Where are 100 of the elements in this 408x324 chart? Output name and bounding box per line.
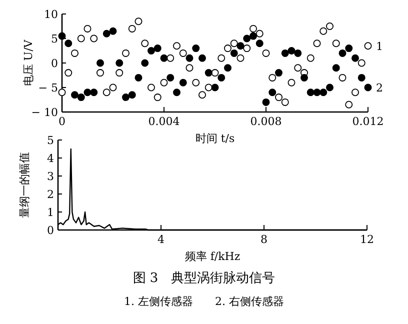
point: [204, 84, 212, 92]
point: [116, 59, 124, 67]
y-tick-label: 5: [51, 32, 58, 46]
x-tick-label: 12: [360, 233, 374, 246]
point: [281, 49, 289, 57]
point: [166, 54, 174, 62]
point: [332, 40, 340, 48]
point: [173, 88, 180, 96]
point: [288, 47, 296, 54]
point: [345, 44, 353, 52]
point: [96, 59, 104, 67]
point: [192, 78, 200, 86]
point: [288, 78, 296, 86]
point: [224, 64, 232, 72]
point: [320, 27, 328, 35]
point: [338, 74, 346, 82]
point: [256, 40, 264, 48]
y-tick-label: 10: [44, 8, 58, 21]
point: [84, 88, 92, 96]
point: [364, 42, 372, 50]
point: [148, 47, 155, 54]
point: [154, 44, 162, 52]
y-tick-label: − 10: [31, 106, 58, 119]
point: [77, 94, 85, 102]
point: [262, 98, 270, 106]
point: [243, 44, 251, 52]
point: [198, 54, 206, 62]
point: [300, 74, 308, 82]
point: [71, 91, 78, 99]
point: [268, 74, 276, 82]
point: [352, 88, 359, 96]
point: [236, 54, 244, 62]
point: [148, 84, 155, 92]
point: [160, 78, 168, 86]
point: [358, 74, 366, 82]
point: [122, 94, 130, 102]
point: [250, 24, 257, 32]
point: [128, 91, 136, 99]
y-tick-label: 0: [47, 224, 54, 237]
point: [294, 49, 302, 57]
y-tick-label: − 5: [38, 82, 58, 94]
point: [122, 49, 130, 57]
point: [173, 42, 180, 50]
point: [256, 30, 264, 38]
point: [198, 91, 206, 99]
point: [64, 69, 72, 77]
point: [306, 88, 314, 96]
point: [141, 59, 149, 67]
point: [326, 22, 334, 30]
point: [294, 64, 302, 72]
point: [218, 54, 226, 62]
point: [364, 84, 372, 92]
x-tick-label: 0.004: [148, 115, 180, 128]
point: [71, 49, 78, 57]
point: [332, 64, 340, 72]
y-tick-label: 1: [47, 206, 54, 219]
x-axis-title: 时间 t/s: [195, 132, 235, 145]
point: [179, 78, 187, 86]
point: [224, 44, 232, 52]
point: [160, 54, 168, 62]
point: [345, 100, 353, 108]
point: [90, 88, 98, 96]
x-axis-title: 频率 f/kHz: [184, 250, 240, 263]
y-axis-title: 量纲一的幅值: [18, 152, 31, 218]
text: 1. 左侧传感器 2. 右侧传感器: [124, 295, 284, 308]
point: [211, 69, 219, 77]
point: [320, 88, 328, 96]
point: [243, 34, 251, 42]
point: [338, 49, 346, 57]
y-tick-label: 0: [51, 57, 58, 70]
point: [84, 24, 92, 32]
point: [326, 84, 334, 92]
y-axis-title: 电压 U/V: [22, 38, 35, 86]
point: [250, 32, 257, 40]
point: [141, 40, 149, 48]
point: [166, 74, 174, 82]
x-tick-label: 4: [158, 233, 164, 246]
point: [236, 42, 244, 50]
point: [204, 69, 212, 77]
point: [275, 69, 282, 77]
point: [313, 40, 321, 48]
point: [109, 84, 117, 92]
point: [90, 34, 98, 42]
caption: 图 3 典型涡街脉动信号: [132, 271, 276, 286]
x-tick-label: 8: [260, 233, 268, 246]
y-tick-label: 5: [47, 134, 54, 147]
point: [102, 30, 110, 38]
point: [58, 32, 66, 40]
series-label: 2: [376, 82, 383, 94]
point: [134, 74, 142, 82]
point: [230, 49, 238, 57]
point: [275, 94, 282, 102]
point: [58, 88, 66, 96]
point: [192, 44, 200, 52]
point: [186, 64, 194, 72]
point: [306, 54, 314, 62]
point: [179, 49, 187, 57]
point: [313, 88, 321, 96]
point: [211, 84, 219, 92]
point: [352, 54, 359, 62]
